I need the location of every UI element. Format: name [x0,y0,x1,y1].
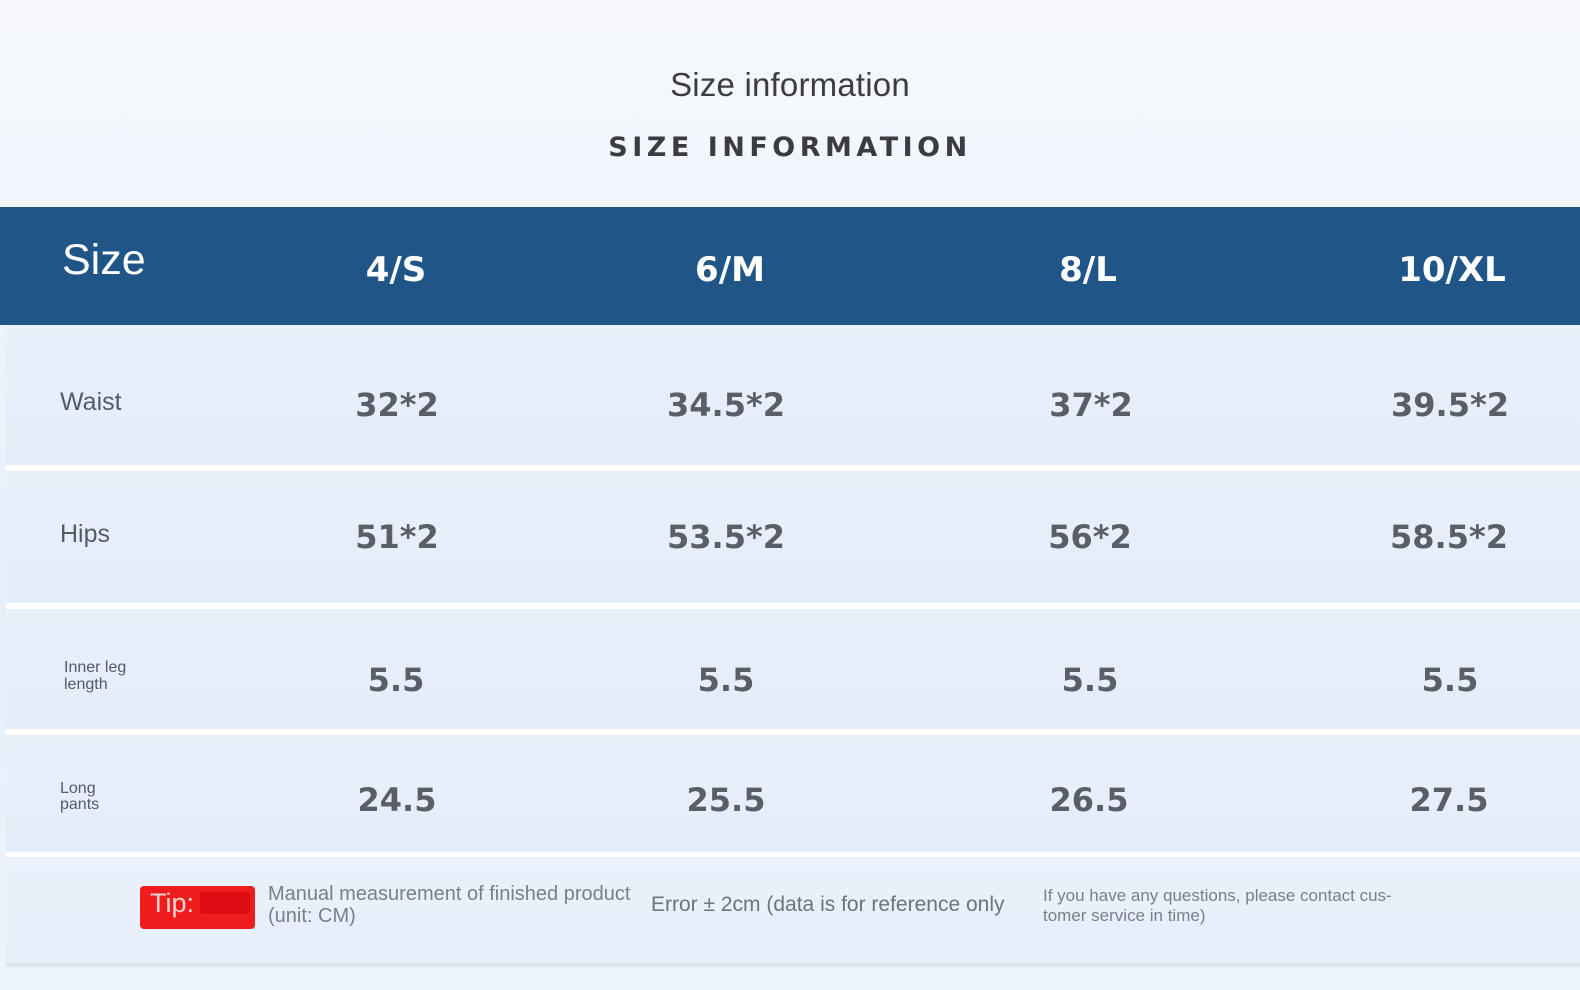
row-label: Hips [60,520,111,548]
table-row: Waist 32*2 34.5*2 37*2 39.5*2 [6,325,1580,465]
row-label-line: Long [60,780,96,797]
table-cell: 5.5 [697,661,755,699]
row-label-line: Inner leg [64,659,127,676]
page-subtitle: SIZE INFORMATION [608,132,972,163]
page-title: Size information [670,66,910,103]
table-cell: 5.5 [1061,661,1119,699]
row-divider [6,729,1580,735]
table-cell: 37*2 [1049,386,1133,424]
row-divider [6,603,1580,609]
measurement-note-line: (unit: CM) [268,905,356,927]
size-column-header: 6/M [695,250,765,290]
error-note: Error ± 2cm (data is for reference only [651,893,1005,916]
table-cell: 56*2 [1048,518,1132,556]
row-divider [6,852,1580,857]
row-label: Inner leg length [64,659,126,693]
row-label-line: length [64,676,108,693]
table-cell: 5.5 [1421,661,1479,699]
table-cell: 32*2 [355,386,439,424]
size-column-header: 4/S [365,250,427,290]
tip-badge: Tip: [140,886,255,929]
table-cell: 34.5*2 [667,386,785,424]
table-cell: 24.5 [357,781,437,819]
table-row: Hips 51*2 53.5*2 56*2 58.5*2 [6,471,1580,603]
table-row: Inner leg length 5.5 5.5 5.5 5.5 [6,609,1580,729]
contact-note: If you have any questions, please contac… [1043,886,1392,926]
size-header-label: Size [62,235,146,284]
table-cell: 27.5 [1409,781,1489,819]
table-cell: 39.5*2 [1391,386,1509,424]
tip-label: Tip: [150,888,195,918]
size-table-header: Size 4/S 6/M 8/L 10/XL [0,207,1580,325]
row-divider [6,465,1580,471]
size-column-header: 8/L [1059,250,1117,290]
row-label: Waist [60,388,122,416]
table-cell: 58.5*2 [1390,518,1508,556]
size-column-header: 10/XL [1398,250,1506,290]
contact-note-line: If you have any questions, please contac… [1043,886,1392,905]
tip-redaction-mark [200,892,250,914]
table-cell: 53.5*2 [667,518,785,556]
table-cell: 26.5 [1049,781,1129,819]
table-cell: 25.5 [686,781,766,819]
measurement-note: Manual measurement of finished product (… [268,883,630,927]
size-chart-footer: Tip: Manual measurement of finished prod… [6,857,1580,967]
row-label: Long pants [60,781,99,813]
table-cell: 5.5 [367,661,425,699]
row-label-line: pants [60,796,100,813]
contact-note-line: tomer service in time) [1043,906,1206,925]
measurement-note-line: Manual measurement of finished product [268,883,631,905]
table-row: Long pants 24.5 25.5 26.5 27.5 [6,735,1580,852]
table-cell: 51*2 [355,518,439,556]
